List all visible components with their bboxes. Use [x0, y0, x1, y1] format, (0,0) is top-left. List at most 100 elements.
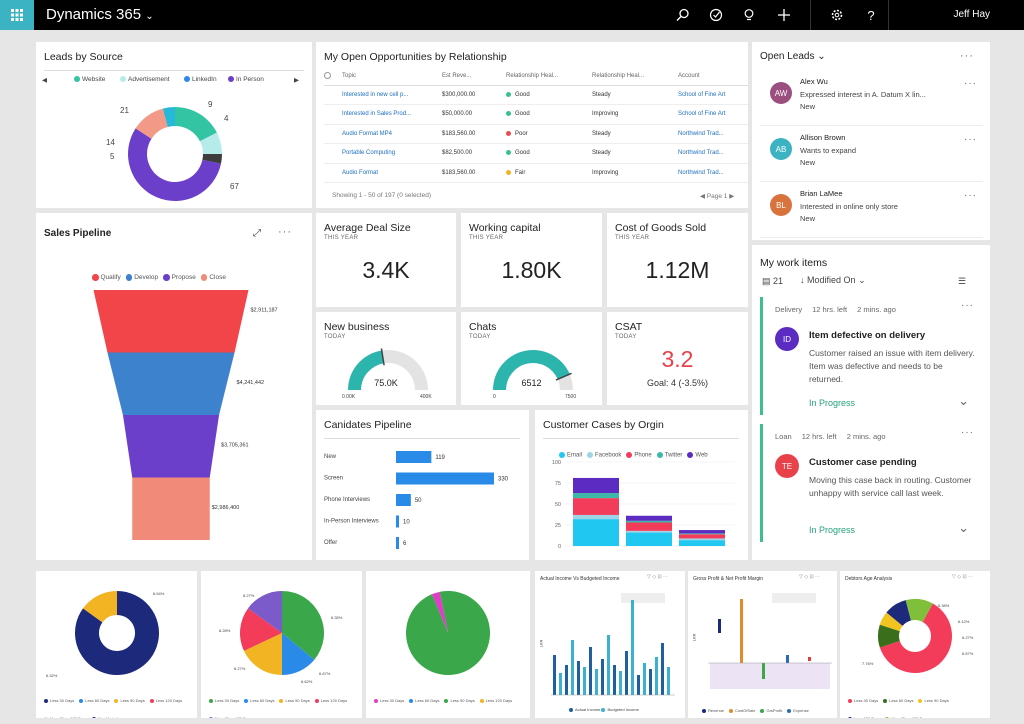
- table-row[interactable]: Interested in Sales Prod... $50,000.00 Goo…: [324, 104, 748, 125]
- help-icon[interactable]: ?: [867, 7, 875, 23]
- search-field[interactable]: [772, 593, 816, 603]
- account-link[interactable]: School of Fine Art: [678, 104, 748, 125]
- search-icon[interactable]: [668, 0, 698, 30]
- gauge-fill: [348, 350, 384, 390]
- card-title[interactable]: Open Leads ⌄: [760, 51, 826, 62]
- stacked-bar-segment: [679, 530, 725, 534]
- table-row[interactable]: Audio Format MP4 $183,560.00 Poor Steady Nor…: [324, 124, 748, 144]
- card-title: Sales Pipeline: [44, 228, 112, 239]
- chart-toolbar-icons[interactable]: ▽ ◇ ⊡ ⋯: [952, 574, 974, 580]
- work-description: Customer raised an issue with item deliv…: [809, 348, 975, 384]
- table-row[interactable]: Portable Computing $82,500.00 Good Steady No…: [324, 143, 748, 164]
- column-header[interactable]: Relationship Heal...: [506, 68, 592, 86]
- topic-link[interactable]: Interested in new cell p...: [342, 85, 442, 105]
- more-icon[interactable]: ···: [964, 78, 977, 89]
- legend-label: Propose: [171, 274, 196, 281]
- column-header[interactable]: Relationship Heal...: [592, 68, 678, 86]
- legend-label: Phone: [634, 453, 652, 459]
- lead-name: Alex Wu: [800, 77, 828, 86]
- topic-link[interactable]: Portable Computing: [342, 143, 442, 164]
- more-icon[interactable]: ···: [964, 134, 977, 145]
- table-row[interactable]: Interested in new cell p... $300,000.00 Go…: [324, 85, 748, 105]
- row-checkbox[interactable]: [324, 163, 342, 183]
- work-type: Delivery: [775, 305, 803, 314]
- task-flow-icon[interactable]: [701, 0, 731, 30]
- row-checkbox[interactable]: [324, 124, 342, 144]
- card-title: Canidates Pipeline: [324, 419, 412, 431]
- column-header[interactable]: Account: [678, 68, 748, 86]
- page-indicator[interactable]: ◀ Page 1 ▶: [700, 193, 735, 200]
- legend-item: Less 30 Days: [374, 698, 404, 703]
- gauge-min: 0: [493, 394, 496, 400]
- lead-item[interactable]: AB Allison Brown Wants to expand New ···: [760, 126, 983, 182]
- more-icon[interactable]: ···: [961, 300, 974, 311]
- topic-link[interactable]: Audio Format MP4: [342, 124, 442, 144]
- row-checkbox[interactable]: [324, 104, 342, 125]
- column-header[interactable]: Est Reve...: [442, 68, 506, 86]
- account-link[interactable]: School of Fine Art: [678, 85, 748, 105]
- more-icon[interactable]: ···: [964, 190, 977, 201]
- app-launcher-icon[interactable]: [0, 0, 34, 30]
- add-icon[interactable]: [769, 0, 799, 30]
- table-row[interactable]: Audio Format $183,560.00 Fair Improving Nort…: [324, 163, 748, 183]
- app-title[interactable]: Dynamics 365 ⌄: [46, 6, 154, 23]
- search-field[interactable]: [621, 593, 665, 603]
- work-item[interactable]: Loan 12 hrs. left 2 mins. ago ··· TE Customer…: [760, 424, 982, 542]
- avatar: AW: [770, 82, 792, 104]
- work-item[interactable]: Delivery 12 hrs. left 2 mins. ago ··· ID Item…: [760, 297, 982, 415]
- more-icon[interactable]: ···: [961, 427, 974, 438]
- bar: [619, 671, 622, 695]
- lead-text: Alex Wu Expressed interest in A. Datum X …: [800, 76, 926, 114]
- bar-value-label: 10: [403, 520, 410, 526]
- row-checkbox[interactable]: [324, 143, 342, 164]
- topic-link[interactable]: Interested in Sales Prod...: [342, 104, 442, 125]
- account-link[interactable]: Northwind Trad...: [678, 124, 748, 144]
- account-link[interactable]: Northwind Trad...: [678, 143, 748, 164]
- next-arrow-icon[interactable]: ▶: [294, 77, 299, 84]
- legend-item: Facebook: [587, 452, 621, 459]
- sort-button[interactable]: ↓ Modified On ⌄: [800, 275, 866, 286]
- legend: Less 30 Days Less 60 Days Less 90 Days Less…: [44, 689, 194, 718]
- chart-toolbar-icons[interactable]: ▽ ◇ ⊡ ⋯: [799, 574, 821, 580]
- legend-label: Facebook: [595, 453, 622, 459]
- kpi-title: Working capital: [469, 222, 541, 234]
- work-type: Loan: [775, 432, 792, 441]
- chevron-down-icon[interactable]: ⌄: [958, 520, 970, 535]
- lightbulb-icon[interactable]: [734, 0, 764, 30]
- bar-value-label: 50: [415, 498, 422, 504]
- chart-title: Debtors Age Analysis: [845, 576, 893, 582]
- legend-swatch: [626, 452, 633, 459]
- legend-item: Less 90 Days: [444, 698, 475, 703]
- select-all-checkbox[interactable]: [324, 68, 342, 86]
- legend-item: Develop: [125, 274, 158, 281]
- row-checkbox[interactable]: [324, 85, 342, 105]
- candidates-pipeline-card: Canidates Pipeline New 119 Screen 330 Phone …: [316, 410, 529, 560]
- pie-slice: [879, 612, 903, 632]
- topic-link[interactable]: Audio Format: [342, 163, 442, 183]
- work-count: ▤ 21: [762, 276, 783, 287]
- kpi-cost-of-goods-sold: Cost of Goods Sold THIS YEAR 1.12M: [607, 213, 748, 307]
- lead-item[interactable]: BL Brian LaMee Interested in online only s…: [760, 182, 983, 238]
- lead-desc: Interested in online only store: [800, 201, 898, 211]
- lead-item[interactable]: AW Alex Wu Expressed interest in A. Datum …: [760, 70, 983, 126]
- bar: [631, 600, 634, 695]
- gear-icon[interactable]: [822, 0, 852, 30]
- card-title: Customer Cases by Orgin: [543, 419, 664, 431]
- account-link[interactable]: Northwind Trad...: [678, 163, 748, 183]
- more-icon[interactable]: ···: [278, 226, 292, 238]
- avatar: AB: [770, 138, 792, 160]
- bar-value-label: 119: [435, 455, 445, 461]
- filter-icon[interactable]: ☰: [958, 276, 967, 286]
- more-icon[interactable]: ···: [960, 50, 974, 62]
- chevron-down-icon[interactable]: ⌄: [958, 393, 970, 408]
- work-item-header: Loan 12 hrs. left 2 mins. ago: [775, 432, 896, 441]
- prev-arrow-icon[interactable]: ◀: [42, 77, 47, 84]
- stacked-bar-segment: [626, 530, 672, 533]
- kpi-value: 1.12M: [645, 257, 710, 283]
- actual-vs-budget-card: Actual Income Vs Budgeted Income ▽ ◇ ⊡ ⋯…: [535, 571, 685, 718]
- user-name[interactable]: Jeff Hay: [953, 9, 991, 20]
- revenue-cell: $300,000.00: [442, 85, 506, 105]
- chart-toolbar-icons[interactable]: ▽ ◇ ⊡ ⋯: [647, 574, 669, 580]
- expand-icon[interactable]: ⤢: [253, 228, 261, 239]
- column-header[interactable]: Topic: [342, 68, 442, 86]
